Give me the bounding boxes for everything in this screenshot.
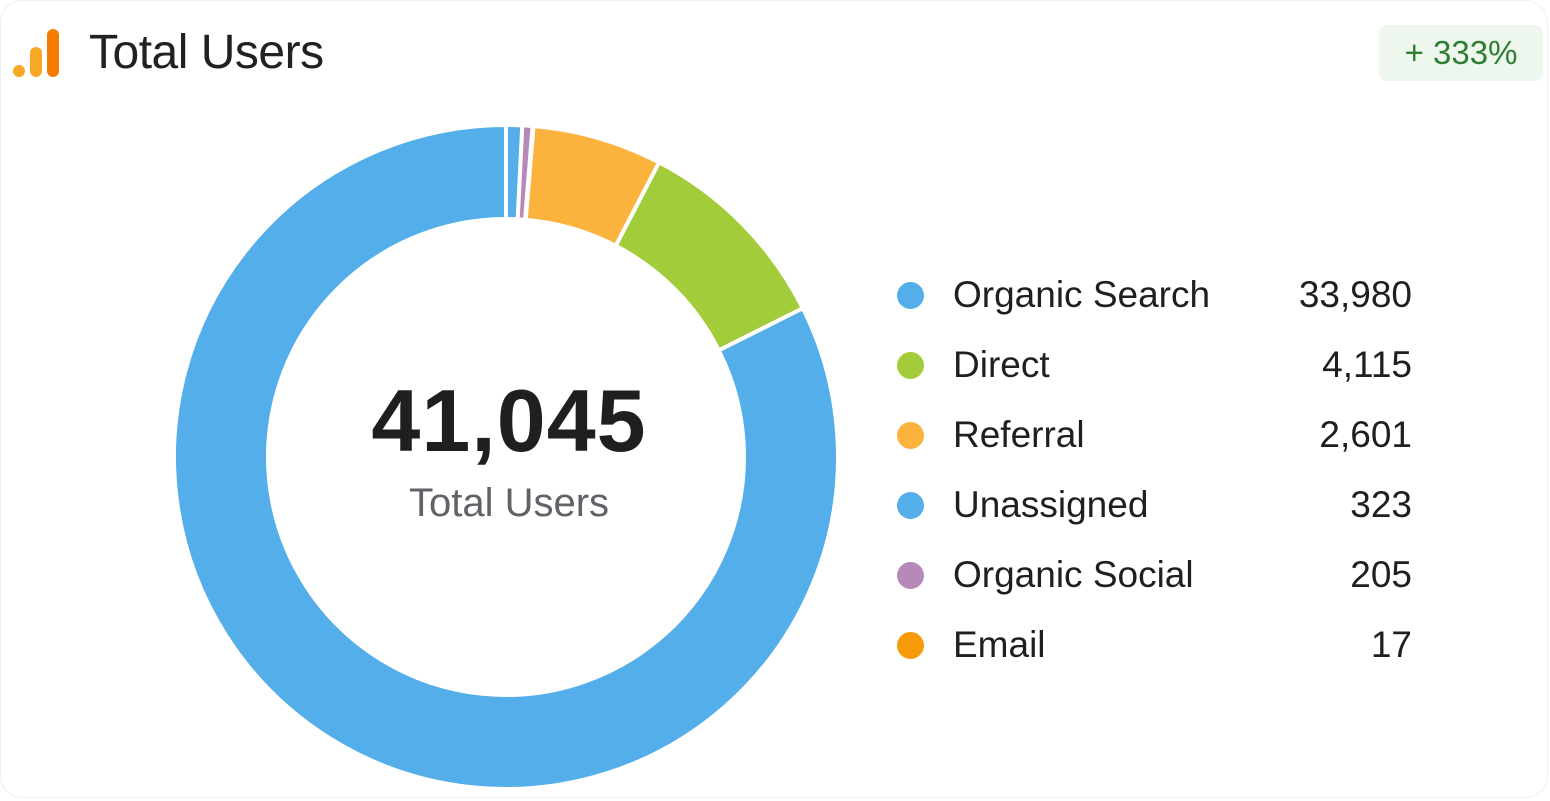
chart-legend: Organic Search 33,980 Direct 4,115 Refer… bbox=[891, 1, 1421, 801]
legend-item-direct[interactable]: Direct 4,115 bbox=[891, 330, 1416, 400]
legend-swatch bbox=[897, 282, 924, 309]
legend-label: Organic Social bbox=[953, 554, 1194, 595]
donut-center-value: 41,045 bbox=[371, 371, 647, 470]
legend-label: Direct bbox=[953, 344, 1050, 385]
legend-label: Email bbox=[953, 624, 1046, 665]
legend-value: 33,980 bbox=[1298, 274, 1412, 315]
legend-item-organic-social[interactable]: Organic Social 205 bbox=[891, 540, 1416, 610]
legend-value: 2,601 bbox=[1319, 414, 1412, 455]
legend-item-referral[interactable]: Referral 2,601 bbox=[891, 400, 1416, 470]
donut-slice-organic-search[interactable] bbox=[172, 123, 840, 791]
legend-swatch bbox=[897, 632, 924, 659]
legend-swatch bbox=[897, 422, 924, 449]
legend-item-organic-search[interactable]: Organic Search 33,980 bbox=[891, 260, 1416, 330]
legend-label: Organic Search bbox=[953, 274, 1211, 315]
legend-item-unassigned[interactable]: Unassigned 323 bbox=[891, 470, 1416, 540]
legend-swatch bbox=[897, 562, 924, 589]
legend-swatch bbox=[897, 492, 924, 519]
change-badge: + 333% bbox=[1379, 25, 1543, 81]
legend-label: Unassigned bbox=[953, 484, 1149, 525]
legend-value: 4,115 bbox=[1322, 344, 1412, 385]
legend-value: 17 bbox=[1370, 624, 1412, 665]
legend-value: 323 bbox=[1350, 484, 1412, 525]
card-title: Total Users bbox=[89, 26, 324, 79]
legend-label: Referral bbox=[953, 414, 1085, 455]
legend-swatch bbox=[897, 352, 924, 379]
legend-value: 205 bbox=[1350, 554, 1412, 595]
analytics-bars-icon bbox=[13, 29, 59, 77]
donut-center-label: Total Users bbox=[408, 481, 610, 525]
legend-item-email[interactable]: Email 17 bbox=[891, 610, 1416, 680]
